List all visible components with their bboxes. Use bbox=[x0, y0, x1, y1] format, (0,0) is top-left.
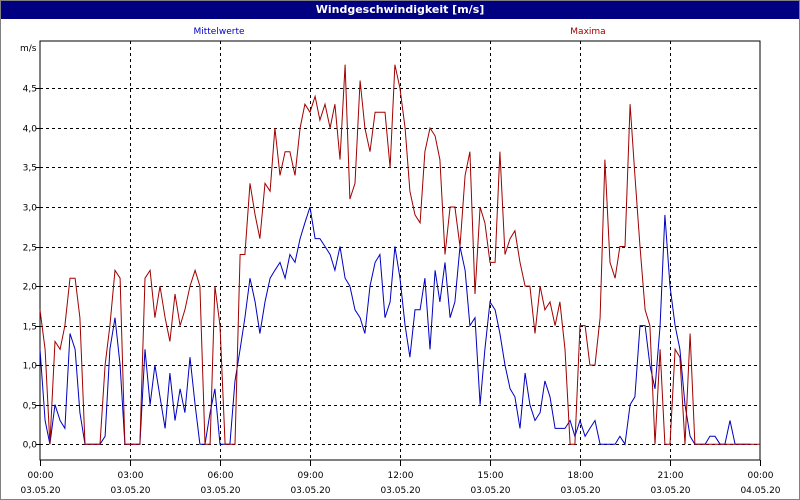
x-tick-label-date: 04.05.20 bbox=[740, 486, 780, 496]
x-tick-label-date: 03.05.20 bbox=[380, 486, 420, 496]
y-tick-label: 2,5 bbox=[23, 244, 37, 254]
x-tick-label-time: 06:00 bbox=[208, 471, 234, 481]
x-tick-label-time: 12:00 bbox=[388, 471, 414, 481]
y-tick-label: 4,0 bbox=[23, 125, 38, 135]
y-tick-label: 3,5 bbox=[23, 164, 37, 174]
y-tick-label: 2,0 bbox=[23, 283, 38, 293]
series-lines bbox=[39, 64, 760, 446]
y-tick-label: 1,0 bbox=[23, 362, 38, 372]
axes: 0,0 0,5 1,0 1,5 2,0 2,5 3,0 3,5 4,0 4,5 00:00 03.05… bbox=[20, 40, 781, 496]
y-tick-label: 0,0 bbox=[23, 441, 38, 451]
x-tick-label-time: 21:00 bbox=[658, 471, 684, 481]
x-tick-label-date: 03.05.20 bbox=[110, 486, 150, 496]
series-maxima-line bbox=[39, 64, 760, 445]
y-tick-label: 4,5 bbox=[23, 85, 37, 95]
x-tick-label-date: 03.05.20 bbox=[470, 486, 510, 496]
y-tick-label: 0,5 bbox=[23, 402, 37, 412]
legend-maxima: Maxima bbox=[570, 27, 605, 37]
x-tick-label-time: 15:00 bbox=[478, 471, 504, 481]
grid bbox=[40, 41, 760, 460]
x-tick-label-date: 03.05.20 bbox=[290, 486, 330, 496]
legend-mittelwerte: Mittelwerte bbox=[193, 27, 244, 37]
x-tick-label-time: 00:00 bbox=[748, 471, 774, 481]
y-tick-label: 1,5 bbox=[23, 323, 37, 333]
x-tick-label-time: 00:00 bbox=[28, 471, 54, 481]
x-tick-label-date: 03.05.20 bbox=[20, 486, 60, 496]
y-axis-label: m/s bbox=[20, 44, 37, 54]
y-tick-label: 3,0 bbox=[23, 204, 38, 214]
x-tick-label-date: 03.05.20 bbox=[650, 486, 690, 496]
x-tick-label-date: 03.05.20 bbox=[200, 486, 240, 496]
chart-title: Windgeschwindigkeit [m/s] bbox=[1, 1, 799, 19]
x-tick-label-time: 18:00 bbox=[568, 471, 594, 481]
x-tick-label-time: 03:00 bbox=[118, 471, 144, 481]
x-tick-label-time: 09:00 bbox=[298, 471, 324, 481]
x-tick-label-date: 03.05.20 bbox=[560, 486, 600, 496]
series-mittelwerte-line bbox=[39, 206, 751, 446]
